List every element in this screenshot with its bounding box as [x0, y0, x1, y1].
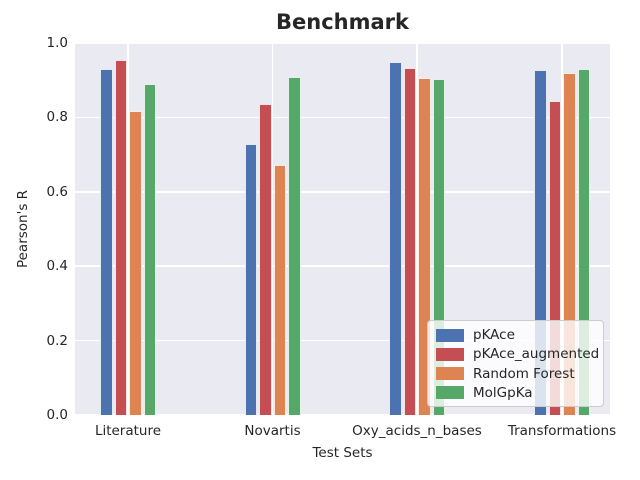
- legend-label: pKAce_augmented: [473, 346, 600, 363]
- gridline-horizontal: [75, 43, 610, 44]
- bar-pKAce: [244, 144, 257, 415]
- x-axis-label: Test Sets: [312, 445, 373, 461]
- legend: pKAce pKAce_augmented Random Forest MolGpKa: [427, 320, 604, 407]
- x-tick-label-Oxy_acids_n_bases: Oxy_acids_n_bases: [352, 423, 482, 439]
- gridline-vertical: [271, 43, 274, 415]
- bar-Random Forest: [273, 164, 286, 415]
- legend-swatch-icon: [436, 347, 464, 361]
- gridline-vertical: [127, 43, 129, 415]
- x-tick-label-Transformations: Transformations: [507, 423, 617, 439]
- legend-item: MolGpKa: [436, 386, 595, 400]
- bar-pKAce_augmented: [114, 60, 127, 415]
- gridline-horizontal: [75, 116, 610, 119]
- gridline-vertical: [416, 43, 418, 415]
- bar-pKAce: [100, 69, 113, 415]
- gridline-horizontal: [75, 265, 610, 267]
- y-tick-label: 0.2: [46, 332, 68, 349]
- y-tick-label: 0.6: [46, 183, 68, 200]
- bar-MolGpKa: [143, 84, 156, 415]
- y-tick-label: 0.0: [46, 407, 68, 423]
- legend-label: Random Forest: [473, 365, 575, 382]
- gridline-horizontal: [75, 339, 610, 342]
- bar-Random Forest: [129, 111, 142, 415]
- gridline-vertical: [561, 43, 563, 415]
- bar-pKAce_augmented: [403, 68, 416, 415]
- plot-area: pKAce pKAce_augmented Random Forest MolGpKa: [75, 43, 610, 415]
- legend-label: MolGpKa: [473, 384, 533, 401]
- bar-pKAce: [389, 61, 402, 415]
- bar-group-Oxy_acids_n_bases: [389, 61, 445, 415]
- bar-MolGpKa: [288, 76, 301, 415]
- y-tick-label: 0.8: [46, 109, 68, 126]
- y-axis-label: Pearson's R: [15, 189, 31, 269]
- legend-item: Random Forest: [436, 367, 595, 381]
- legend-label: pKAce: [473, 327, 515, 343]
- bar-group-Literature: [100, 60, 156, 415]
- legend-swatch-icon: [436, 386, 464, 400]
- bar-group-Novartis: [244, 76, 301, 415]
- chart-title: Benchmark: [276, 10, 409, 34]
- legend-item: pKAce: [436, 328, 595, 342]
- x-tick-label-Literature: Literature: [94, 423, 162, 439]
- gridline-horizontal: [75, 191, 610, 193]
- legend-swatch-icon: [436, 367, 464, 381]
- gridline-horizontal: [75, 414, 610, 415]
- x-tick-label-Novartis: Novartis: [244, 423, 301, 439]
- y-tick-label: 0.4: [46, 258, 68, 275]
- legend-item: pKAce_augmented: [436, 347, 599, 361]
- y-tick-label: 1.0: [46, 35, 68, 51]
- bar-pKAce_augmented: [259, 103, 272, 415]
- legend-swatch-icon: [436, 328, 464, 342]
